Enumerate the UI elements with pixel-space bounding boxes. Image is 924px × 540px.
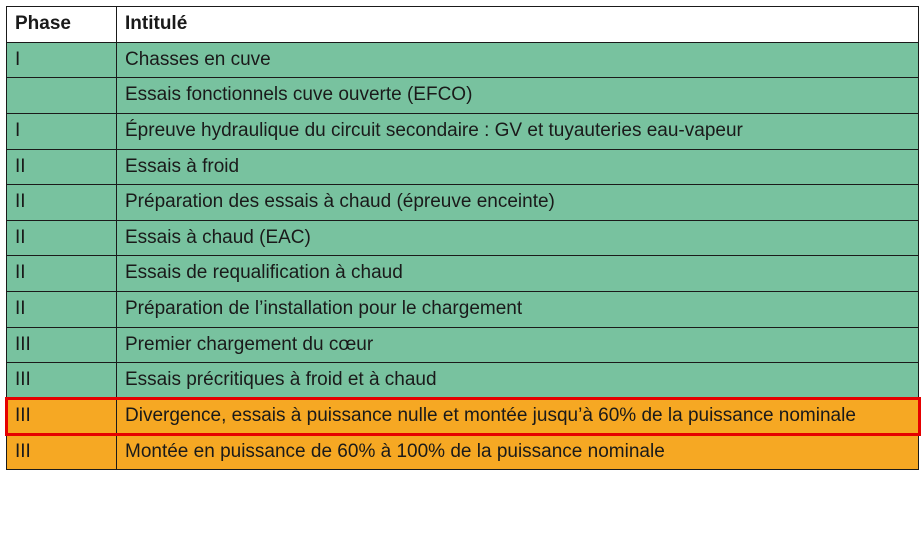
cell-intitule: Épreuve hydraulique du circuit secondair… bbox=[117, 113, 919, 149]
cell-phase: II bbox=[7, 292, 117, 328]
cell-intitule: Divergence, essais à puissance nulle et … bbox=[117, 399, 919, 435]
cell-intitule: Montée en puissance de 60% à 100% de la … bbox=[117, 434, 919, 470]
table-row: IChasses en cuve bbox=[7, 42, 919, 78]
cell-phase: III bbox=[7, 399, 117, 435]
cell-intitule: Préparation de l’installation pour le ch… bbox=[117, 292, 919, 328]
table-row: IIIPremier chargement du cœur bbox=[7, 327, 919, 363]
cell-intitule: Essais précritiques à froid et à chaud bbox=[117, 363, 919, 399]
table-row: IIEssais à froid bbox=[7, 149, 919, 185]
table-row: IIIDivergence, essais à puissance nulle … bbox=[7, 399, 919, 435]
table-row: IÉpreuve hydraulique du circuit secondai… bbox=[7, 113, 919, 149]
cell-phase: I bbox=[7, 42, 117, 78]
cell-intitule: Essais fonctionnels cuve ouverte (EFCO) bbox=[117, 78, 919, 114]
cell-intitule: Chasses en cuve bbox=[117, 42, 919, 78]
table-row: IIPréparation de l’installation pour le … bbox=[7, 292, 919, 328]
table-header-row: Phase Intitulé bbox=[7, 7, 919, 43]
cell-phase: II bbox=[7, 256, 117, 292]
cell-phase bbox=[7, 78, 117, 114]
table-row: IIIMontée en puissance de 60% à 100% de … bbox=[7, 434, 919, 470]
cell-phase: III bbox=[7, 434, 117, 470]
cell-phase: II bbox=[7, 185, 117, 221]
cell-intitule: Essais à froid bbox=[117, 149, 919, 185]
table-row: IIPréparation des essais à chaud (épreuv… bbox=[7, 185, 919, 221]
table-row: Essais fonctionnels cuve ouverte (EFCO) bbox=[7, 78, 919, 114]
cell-intitule: Premier chargement du cœur bbox=[117, 327, 919, 363]
cell-phase: II bbox=[7, 149, 117, 185]
col-header-intitule: Intitulé bbox=[117, 7, 919, 43]
cell-phase: II bbox=[7, 220, 117, 256]
cell-intitule: Essais à chaud (EAC) bbox=[117, 220, 919, 256]
cell-phase: III bbox=[7, 363, 117, 399]
cell-phase: I bbox=[7, 113, 117, 149]
table-row: IIEssais de requalification à chaud bbox=[7, 256, 919, 292]
table-row: IIIEssais précritiques à froid et à chau… bbox=[7, 363, 919, 399]
table-row: IIEssais à chaud (EAC) bbox=[7, 220, 919, 256]
phases-table: Phase Intitulé IChasses en cuveEssais fo… bbox=[6, 6, 919, 470]
cell-intitule: Préparation des essais à chaud (épreuve … bbox=[117, 185, 919, 221]
cell-intitule: Essais de requalification à chaud bbox=[117, 256, 919, 292]
cell-phase: III bbox=[7, 327, 117, 363]
col-header-phase: Phase bbox=[7, 7, 117, 43]
